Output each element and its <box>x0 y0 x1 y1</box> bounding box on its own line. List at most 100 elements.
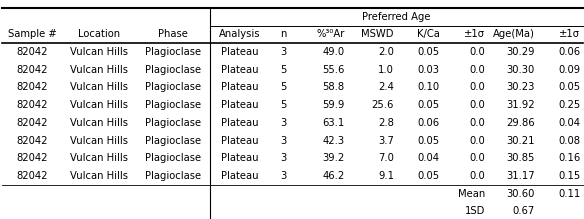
Text: 5: 5 <box>280 65 287 75</box>
Text: 25.6: 25.6 <box>371 100 394 110</box>
Text: Vulcan Hills: Vulcan Hills <box>70 153 128 163</box>
Text: 29.86: 29.86 <box>506 118 534 128</box>
Text: 0.05: 0.05 <box>418 100 440 110</box>
Text: Mean: Mean <box>458 189 485 199</box>
Text: 0.0: 0.0 <box>470 153 485 163</box>
Text: Location: Location <box>78 29 120 39</box>
Text: Vulcan Hills: Vulcan Hills <box>70 118 128 128</box>
Text: Plateau: Plateau <box>221 83 259 92</box>
Text: 0.25: 0.25 <box>558 100 580 110</box>
Text: 82042: 82042 <box>16 47 48 57</box>
Text: 0.08: 0.08 <box>558 136 580 146</box>
Text: 31.17: 31.17 <box>506 171 534 181</box>
Text: 82042: 82042 <box>16 171 48 181</box>
Text: 5: 5 <box>280 100 287 110</box>
Text: 2.0: 2.0 <box>378 47 394 57</box>
Text: Plagioclase: Plagioclase <box>145 83 201 92</box>
Text: 63.1: 63.1 <box>322 118 345 128</box>
Text: Vulcan Hills: Vulcan Hills <box>70 136 128 146</box>
Text: 39.2: 39.2 <box>322 153 345 163</box>
Text: 0.06: 0.06 <box>418 118 440 128</box>
Text: Plateau: Plateau <box>221 100 259 110</box>
Text: 2.8: 2.8 <box>378 118 394 128</box>
Text: Plateau: Plateau <box>221 136 259 146</box>
Text: 0.03: 0.03 <box>418 65 440 75</box>
Text: Vulcan Hills: Vulcan Hills <box>70 47 128 57</box>
Text: 0.67: 0.67 <box>512 206 534 216</box>
Text: 0.09: 0.09 <box>558 65 580 75</box>
Text: 0.15: 0.15 <box>558 171 580 181</box>
Text: 0.04: 0.04 <box>418 153 440 163</box>
Text: %³⁰Ar: %³⁰Ar <box>317 29 345 39</box>
Text: 0.05: 0.05 <box>418 136 440 146</box>
Text: 46.2: 46.2 <box>322 171 345 181</box>
Text: ±1σ: ±1σ <box>559 29 580 39</box>
Text: Sample #: Sample # <box>8 29 57 39</box>
Text: 82042: 82042 <box>16 136 48 146</box>
Text: 0.06: 0.06 <box>558 47 580 57</box>
Text: 0.0: 0.0 <box>470 171 485 181</box>
Text: 30.85: 30.85 <box>506 153 534 163</box>
Text: Plagioclase: Plagioclase <box>145 153 201 163</box>
Text: 0.0: 0.0 <box>470 47 485 57</box>
Text: Plagioclase: Plagioclase <box>145 100 201 110</box>
Text: Plagioclase: Plagioclase <box>145 47 201 57</box>
Text: 0.0: 0.0 <box>470 136 485 146</box>
Text: 55.6: 55.6 <box>322 65 345 75</box>
Text: 31.92: 31.92 <box>506 100 534 110</box>
Text: 30.23: 30.23 <box>506 83 534 92</box>
Text: 30.21: 30.21 <box>506 136 534 146</box>
Text: Plateau: Plateau <box>221 65 259 75</box>
Text: Vulcan Hills: Vulcan Hills <box>70 83 128 92</box>
Text: n: n <box>280 29 287 39</box>
Text: 0.0: 0.0 <box>470 100 485 110</box>
Text: Preferred Age: Preferred Age <box>362 12 430 22</box>
Text: 0.0: 0.0 <box>470 65 485 75</box>
Text: K/Ca: K/Ca <box>417 29 440 39</box>
Text: Age(Ma): Age(Ma) <box>493 29 534 39</box>
Text: 3: 3 <box>281 47 287 57</box>
Text: 0.16: 0.16 <box>558 153 580 163</box>
Text: 0.10: 0.10 <box>418 83 440 92</box>
Text: 0.11: 0.11 <box>558 189 580 199</box>
Text: 0.05: 0.05 <box>558 83 580 92</box>
Text: Plagioclase: Plagioclase <box>145 171 201 181</box>
Text: 3: 3 <box>281 118 287 128</box>
Text: 3.7: 3.7 <box>378 136 394 146</box>
Text: 0.04: 0.04 <box>558 118 580 128</box>
Text: Plateau: Plateau <box>221 153 259 163</box>
Text: 30.30: 30.30 <box>506 65 534 75</box>
Text: Plagioclase: Plagioclase <box>145 136 201 146</box>
Text: Plateau: Plateau <box>221 171 259 181</box>
Text: 82042: 82042 <box>16 65 48 75</box>
Text: Vulcan Hills: Vulcan Hills <box>70 65 128 75</box>
Text: 1.0: 1.0 <box>378 65 394 75</box>
Text: Vulcan Hills: Vulcan Hills <box>70 171 128 181</box>
Text: ±1σ: ±1σ <box>464 29 485 39</box>
Text: 9.1: 9.1 <box>378 171 394 181</box>
Text: 82042: 82042 <box>16 100 48 110</box>
Text: 30.29: 30.29 <box>506 47 534 57</box>
Text: 82042: 82042 <box>16 83 48 92</box>
Text: 2.4: 2.4 <box>378 83 394 92</box>
Text: Analysis: Analysis <box>219 29 260 39</box>
Text: Phase: Phase <box>158 29 188 39</box>
Text: 30.60: 30.60 <box>506 189 534 199</box>
Text: 3: 3 <box>281 171 287 181</box>
Text: 7.0: 7.0 <box>378 153 394 163</box>
Text: Plateau: Plateau <box>221 47 259 57</box>
Text: Plateau: Plateau <box>221 118 259 128</box>
Text: 5: 5 <box>280 83 287 92</box>
Text: 3: 3 <box>281 153 287 163</box>
Text: 1SD: 1SD <box>465 206 485 216</box>
Text: Plagioclase: Plagioclase <box>145 65 201 75</box>
Text: 58.8: 58.8 <box>322 83 345 92</box>
Text: 0.05: 0.05 <box>418 171 440 181</box>
Text: MSWD: MSWD <box>361 29 394 39</box>
Text: 59.9: 59.9 <box>322 100 345 110</box>
Text: 3: 3 <box>281 136 287 146</box>
Text: 82042: 82042 <box>16 118 48 128</box>
Text: 0.0: 0.0 <box>470 118 485 128</box>
Text: Vulcan Hills: Vulcan Hills <box>70 100 128 110</box>
Text: 49.0: 49.0 <box>322 47 345 57</box>
